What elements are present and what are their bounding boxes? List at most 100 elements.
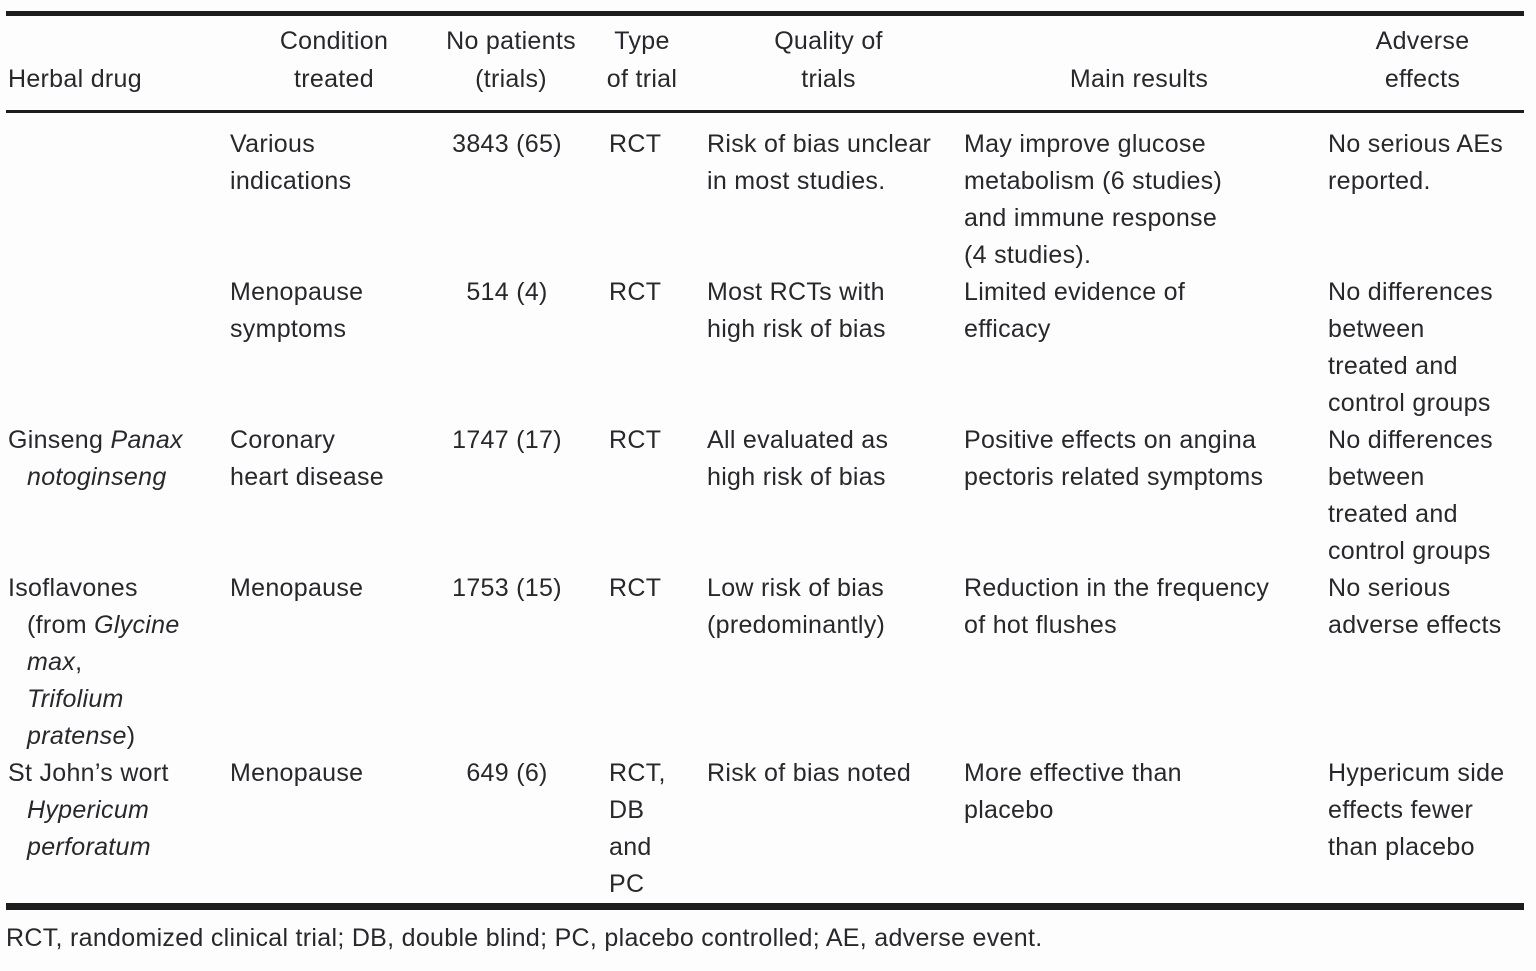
text: between bbox=[1328, 315, 1425, 343]
text: of trial bbox=[606, 65, 678, 93]
text: RCT bbox=[609, 574, 662, 602]
italic-text: perforatum bbox=[27, 833, 151, 861]
text: Condition bbox=[279, 27, 389, 55]
text: 1753 (15) bbox=[452, 574, 562, 602]
cell-5-no-patients: 649 (6) bbox=[438, 755, 584, 907]
column-header-condition-treated: Condition treated bbox=[230, 14, 438, 112]
cell-5-herbal-drug: St John’s wort Hypericum perforatum bbox=[6, 755, 230, 907]
cell-3-type-of-trial: RCT bbox=[584, 422, 700, 570]
cell-4-adverse-effects: No serious adverse effects bbox=[1321, 570, 1524, 755]
text: Ginseng bbox=[8, 426, 111, 454]
cell-2-quality-of-trials: Most RCTs with high risk of bias bbox=[700, 274, 957, 422]
text: Reduction in the frequency bbox=[964, 574, 1270, 602]
cell-line: Main results bbox=[957, 60, 1321, 98]
text: high risk of bias bbox=[707, 463, 886, 491]
text: trials bbox=[801, 65, 856, 93]
cell-line: of hot flushes bbox=[964, 607, 1313, 644]
cell-2-no-patients: 514 (4) bbox=[438, 274, 584, 422]
italic-text: pratense bbox=[27, 722, 127, 750]
text: RCT bbox=[609, 278, 662, 306]
cell-line: No differences bbox=[1328, 422, 1516, 459]
cell-line: (from Glycine bbox=[8, 607, 222, 644]
text: May improve glucose bbox=[964, 130, 1206, 158]
text: placebo bbox=[964, 796, 1054, 824]
cell-3-condition-treated: Coronary heart disease bbox=[230, 422, 438, 570]
cell-line: RCT bbox=[609, 126, 692, 163]
cell-5-adverse-effects: Hypericum side effects fewer than placebo bbox=[1321, 755, 1524, 907]
text: between bbox=[1328, 463, 1425, 491]
cell-line: adverse effects bbox=[1328, 607, 1516, 644]
cell-line: (4 studies). bbox=[964, 237, 1313, 274]
text: , bbox=[75, 648, 83, 676]
cell-line: Menopause bbox=[230, 274, 430, 311]
table-row: Isoflavones (from Glycine max, Trifolium pra… bbox=[6, 570, 1524, 755]
text: Risk of bias noted bbox=[707, 759, 912, 787]
cell-1-quality-of-trials: Risk of bias unclear in most studies. bbox=[700, 112, 957, 275]
cell-4-quality-of-trials: Low risk of bias (predominantly) bbox=[700, 570, 957, 755]
cell-line: More effective than bbox=[964, 755, 1313, 792]
cell-line: Risk of bias unclear bbox=[707, 126, 949, 163]
cell-line: RCT bbox=[609, 570, 692, 607]
text: reported. bbox=[1328, 167, 1431, 195]
cell-line: Various bbox=[230, 126, 430, 163]
cell-1-type-of-trial: RCT bbox=[584, 112, 700, 275]
cell-line: Menopause bbox=[230, 755, 430, 792]
text: control groups bbox=[1328, 537, 1491, 565]
cell-2-condition-treated: Menopause symptoms bbox=[230, 274, 438, 422]
text: heart disease bbox=[230, 463, 384, 491]
text: ) bbox=[126, 722, 136, 750]
cell-line: Isoflavones bbox=[8, 570, 222, 607]
cell-line: Most RCTs with bbox=[707, 274, 949, 311]
cell-line: Low risk of bias bbox=[707, 570, 949, 607]
cell-line: DB bbox=[609, 792, 692, 829]
cell-4-type-of-trial: RCT bbox=[584, 570, 700, 755]
text: treated and bbox=[1328, 500, 1458, 528]
cell-line: No differences bbox=[1328, 274, 1516, 311]
cell-line: trials bbox=[700, 60, 957, 98]
text: (trials) bbox=[475, 65, 547, 93]
cell-5-quality-of-trials: Risk of bias noted bbox=[700, 755, 957, 907]
text: Risk of bias unclear bbox=[707, 130, 932, 158]
cell-line: of trial bbox=[584, 60, 700, 98]
cell-line: effects fewer bbox=[1328, 792, 1516, 829]
cell-line: max, bbox=[8, 644, 222, 681]
column-header-adverse-effects: Adverse effects bbox=[1321, 14, 1524, 112]
text: and immune response bbox=[964, 204, 1218, 232]
text: Various bbox=[230, 130, 316, 158]
text: metabolism (6 studies) bbox=[964, 167, 1223, 195]
cell-line: between bbox=[1328, 311, 1516, 348]
cell-line: pectoris related symptoms bbox=[964, 459, 1313, 496]
cell-line: treated and bbox=[1328, 348, 1516, 385]
text: Type bbox=[614, 27, 670, 55]
header-row: Herbal drug Condition treated No patients (t… bbox=[6, 14, 1524, 112]
text: Menopause bbox=[230, 278, 364, 306]
cell-line: RCT, bbox=[609, 755, 692, 792]
text: of hot flushes bbox=[964, 611, 1117, 639]
italic-text: Hypericum bbox=[27, 796, 150, 824]
text: effects bbox=[1384, 65, 1461, 93]
cell-line: and immune response bbox=[964, 200, 1313, 237]
cell-line: placebo bbox=[964, 792, 1313, 829]
cell-line: Hypericum side bbox=[1328, 755, 1516, 792]
cell-line: Hypericum bbox=[8, 792, 222, 829]
cell-line: effects bbox=[1321, 60, 1524, 98]
cell-line: high risk of bias bbox=[707, 311, 949, 348]
cell-2-main-results: Limited evidence of efficacy bbox=[957, 274, 1321, 422]
text: efficacy bbox=[964, 315, 1051, 343]
cell-line: RCT bbox=[609, 274, 692, 311]
text: (4 studies). bbox=[964, 241, 1092, 269]
cell-1-adverse-effects: No serious AEs reported. bbox=[1321, 112, 1524, 275]
column-header-no-patients: No patients (trials) bbox=[438, 14, 584, 112]
text: Menopause bbox=[230, 759, 364, 787]
text: Adverse bbox=[1375, 27, 1470, 55]
cell-line: May improve glucose bbox=[964, 126, 1313, 163]
cell-5-type-of-trial: RCT, DB and PC bbox=[584, 755, 700, 907]
cell-line: 649 (6) bbox=[438, 755, 576, 792]
cell-line: than placebo bbox=[1328, 829, 1516, 866]
cell-3-main-results: Positive effects on angina pectoris relat… bbox=[957, 422, 1321, 570]
text: indications bbox=[230, 167, 352, 195]
text: Coronary bbox=[230, 426, 336, 454]
cell-line: Menopause bbox=[230, 570, 430, 607]
column-header-type-of-trial: Type of trial bbox=[584, 14, 700, 112]
text: Hypericum side bbox=[1328, 759, 1505, 787]
